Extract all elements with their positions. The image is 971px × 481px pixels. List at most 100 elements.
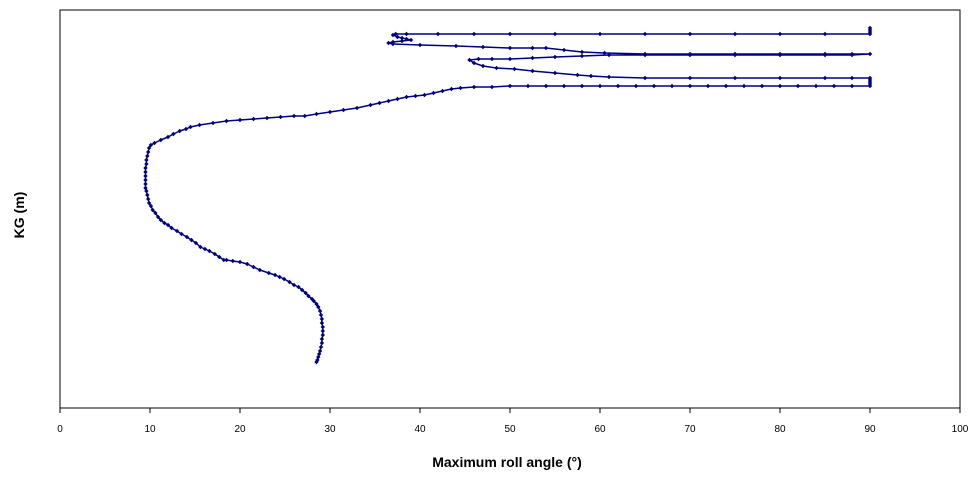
data-point [171,131,176,137]
data-point [251,264,256,270]
data-point [395,96,400,102]
data-point [507,45,513,51]
x-tick-label: 90 [864,424,876,435]
data-point [179,231,184,237]
data-point [440,88,445,94]
data-point [822,51,828,57]
data-point [272,272,278,278]
data-point [287,279,292,285]
data-point [777,83,783,89]
data-point [687,83,693,89]
data-point [320,324,325,330]
data-point [319,336,325,342]
data-point [377,100,382,106]
data-point [705,83,711,89]
data-point [588,73,594,79]
data-point [777,75,783,81]
data-point [867,75,873,81]
data-point [224,118,229,124]
data-point [552,31,558,37]
data-point [471,60,477,66]
data-point [525,83,531,89]
data-point [723,83,729,89]
x-axis: 0 10 20 30 40 50 60 70 80 90 100 [57,408,969,435]
data-point [320,328,325,334]
data-point [319,320,325,326]
series-layer [143,25,873,365]
data-point [183,126,189,132]
x-tick-label: 10 [144,424,156,435]
data-point [193,240,199,246]
x-tick-label: 70 [684,424,696,435]
data-point [197,122,202,128]
data-point [831,83,837,89]
data-point [291,113,297,119]
data-point [867,25,873,31]
data-point [543,83,549,89]
data-point [296,284,301,290]
data-point [507,83,513,89]
data-point [530,68,535,74]
data-point [431,90,436,96]
data-point [153,210,158,216]
data-point [813,83,819,89]
data-point [245,261,250,267]
data-point [395,34,400,40]
data-point [606,74,612,80]
data-point [543,45,549,51]
data-point [449,86,454,92]
data-point [404,36,409,42]
data-point [669,83,675,89]
data-point [687,75,693,81]
data-point [146,196,151,202]
data-point [327,109,333,115]
data-point [435,31,441,37]
data-point [867,51,873,57]
data-point [552,70,558,76]
data-point [795,83,801,89]
data-point [188,124,193,130]
data-point [552,54,558,60]
data-point [579,53,585,59]
data-point [302,113,307,119]
data-point [217,254,222,260]
data-point [314,301,319,307]
data-point [651,83,657,89]
data-point [148,142,154,148]
data-point [143,181,148,187]
data-point [266,270,271,276]
data-point [633,83,639,89]
data-point [561,83,567,89]
data-point [291,282,297,288]
data-point [606,52,612,58]
data-point [319,340,325,346]
data-point [399,38,405,44]
data-point [318,344,324,350]
data-point [144,161,149,167]
data-point [314,111,319,117]
data-point [507,56,513,62]
data-point [413,93,418,99]
data-point [158,217,163,223]
x-tick-label: 0 [57,424,63,435]
data-point [264,115,270,121]
data-point [257,267,262,273]
data-point [741,83,747,89]
data-point [642,51,648,57]
y-axis-title: KG (m) [11,192,27,239]
data-point [822,31,828,37]
data-point [184,234,190,240]
data-point [849,75,855,81]
data-point [207,248,212,254]
data-point [221,257,226,263]
data-point [471,84,477,90]
data-point [251,116,256,122]
data-point [480,63,486,69]
x-tick-label: 50 [504,424,516,435]
data-point [687,31,693,37]
x-axis-title: Maximum roll angle (°) [432,454,582,470]
data-point [642,31,648,37]
data-point [642,75,648,81]
data-point [354,105,360,111]
